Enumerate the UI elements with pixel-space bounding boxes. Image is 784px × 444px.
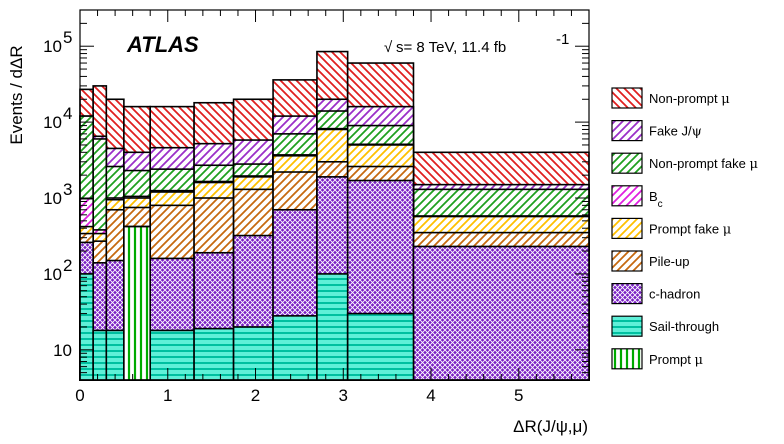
legend-label: Pile-up [649,254,689,269]
x-tick-label: 4 [426,386,435,405]
energy-label: √ s= 8 TeV, 11.4 fb -1 [384,31,569,56]
x-tick-label: 0 [75,386,84,405]
y-tick-label: 10 [43,265,62,284]
bin-sail-through-1 [92,329,108,381]
y-tick-exponent: 4 [63,104,72,123]
legend-label: Non-prompt fake μ [649,156,758,172]
legend-swatch [611,348,643,370]
x-tick-label: 1 [163,386,172,405]
y-axis-title: Events / dΔR [7,45,26,144]
bin-sail-through-2 [105,329,125,381]
legend-label: Fake J/ψ [649,124,702,140]
legend-entry-prompt-fake-: Prompt fake μ [611,217,731,239]
legend-label: Prompt μ [649,352,703,368]
bin-c-hadron-10 [412,245,590,381]
legend-entry-bc: Bc [611,185,663,210]
legend-entry-non-prompt-: Non-prompt μ [611,87,730,109]
legend-entry-c-hadron: c-hadron [611,283,700,305]
bin-sail-through-9 [346,312,415,381]
axis-ticks [79,9,590,381]
legend-swatch [611,152,643,174]
legend: Non-prompt μ Fake J/ψ Non-prompt fake μ Bc P… [611,87,758,370]
legend-swatch [611,315,643,337]
sqrt-symbol: √ [384,39,393,56]
legend-entry-non-prompt-fake-: Non-prompt fake μ [611,152,758,174]
legend-swatch [611,119,643,142]
atlas-label: ATLAS [126,32,199,57]
histogram-bins [79,50,590,381]
legend-entry-pile-up: Pile-up [611,250,689,272]
x-tick-label: 5 [514,386,523,405]
bin-sail-through-7 [272,315,318,381]
x-axis-title: ΔR(J/ψ,μ) [513,417,588,436]
plot-border [79,9,590,381]
legend-label: Non-prompt μ [649,91,730,107]
legend-swatch [611,87,643,109]
x-tick-label: 2 [251,386,260,405]
bin-sail-through-4 [149,329,195,381]
bin-sail-through-5 [193,327,235,381]
y-tick-exponent: 3 [63,180,72,199]
x-tick-label: 3 [339,386,348,405]
legend-swatch [611,217,643,239]
legend-swatch [611,250,643,272]
legend-label: Sail-through [649,319,719,334]
legend-label: c-hadron [649,287,700,302]
legend-entry-prompt-: Prompt μ [611,348,703,370]
y-tick-label: 10 [43,37,62,56]
y-tick-label: 10 [43,113,62,132]
bin-prompt--3 [123,225,152,381]
legend-entry-fake-j-: Fake J/ψ [611,119,702,142]
legend-entry-sail-through: Sail-through [611,315,719,337]
bin-sail-through-6 [232,326,274,381]
plot-frame [79,9,590,381]
energy-sup: -1 [556,31,569,48]
y-tick-label: 10 [53,341,72,360]
energy-text: s= 8 TeV, 11.4 fb [396,39,506,56]
legend-label: Bc [649,189,663,210]
y-tick-exponent: 5 [63,28,72,47]
y-tick-label: 10 [43,189,62,208]
legend-swatch [611,283,643,305]
legend-label: Prompt fake μ [649,221,731,237]
y-tick-exponent: 2 [63,256,72,275]
bin-sail-through-8 [316,273,349,381]
legend-swatch [611,185,643,207]
